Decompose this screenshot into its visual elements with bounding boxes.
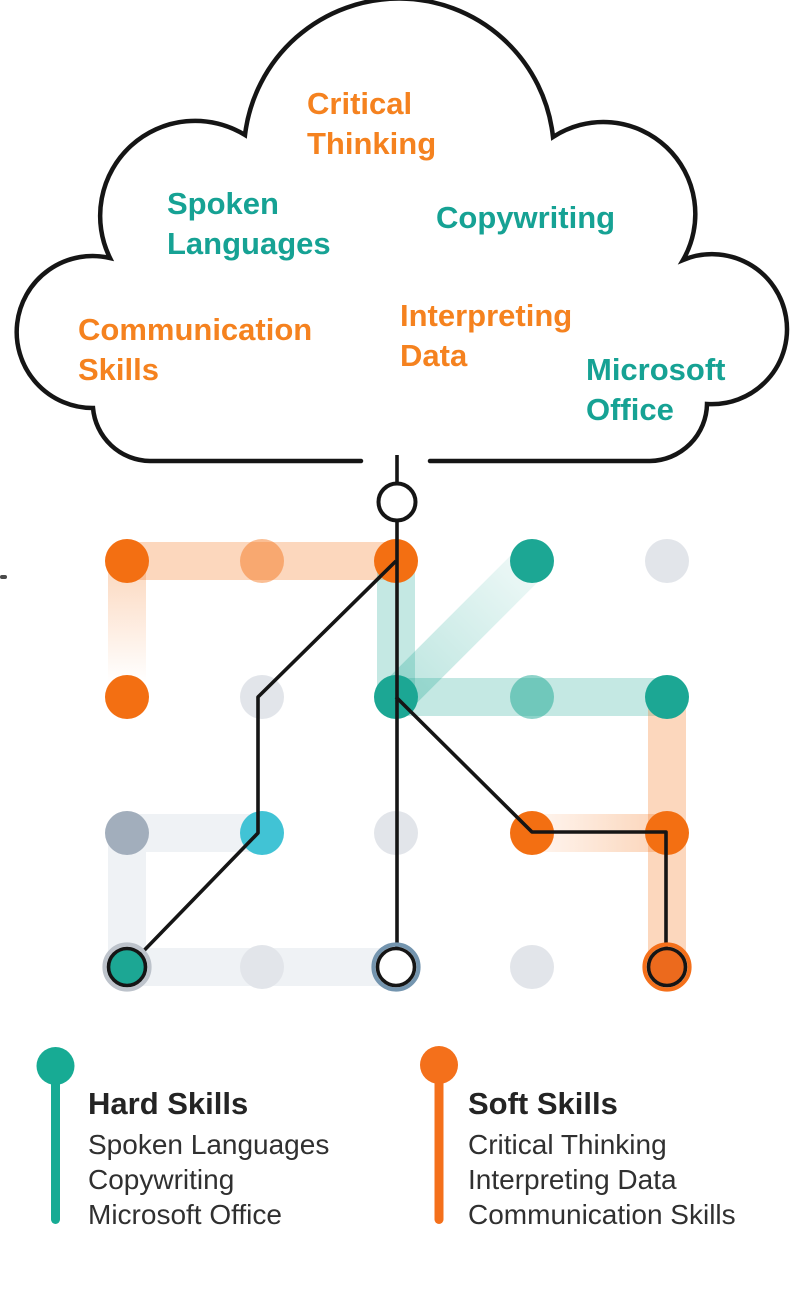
hard-skill-item: Microsoft Office	[88, 1199, 282, 1230]
terminal-halo-terminal_orange	[642, 942, 692, 992]
hard-skills-legend: Hard Skills Spoken Languages Copywriting…	[88, 1086, 329, 1232]
hard-skills-pin	[36, 1047, 75, 1224]
station-dot-orange	[105, 539, 149, 583]
hard-band-diagonal	[377, 542, 551, 716]
station-dot-teal	[645, 675, 689, 719]
connector-lines	[126, 455, 668, 969]
terminal-dots	[102, 942, 692, 992]
hard-skill-item: Spoken Languages	[88, 1129, 330, 1160]
stray-mark	[0, 575, 7, 579]
soft-skill-item: Interpreting Data	[468, 1164, 677, 1195]
cloud-outline	[14, 0, 790, 464]
soft-skill-item: Critical Thinking	[468, 1129, 667, 1160]
terminal-halo-terminal_teal	[102, 942, 152, 992]
terminal-dot-terminal_teal	[106, 946, 148, 988]
connector-right-route	[394, 695, 668, 967]
station-dot-teal	[510, 539, 554, 583]
cloud-skill-copywriting: Copywriting	[436, 200, 616, 235]
cloud-skill-communication-skills: Communication Skills	[78, 312, 313, 387]
hard-skills-title: Hard Skills	[88, 1086, 249, 1121]
soft-skill-item: Communication Skills	[468, 1199, 736, 1230]
terminal-dot-terminal_white	[375, 946, 417, 988]
soft-skills-title: Soft Skills	[468, 1086, 618, 1121]
terminal-halo-terminal_white	[371, 942, 421, 992]
soft-skills-items: Critical Thinking Interpreting Data Comm…	[468, 1127, 736, 1232]
terminal-dot-terminal_orange	[646, 946, 688, 988]
cloud-skill-interpreting-data: Interpreting Data	[400, 298, 573, 373]
station-dot-gray	[645, 539, 689, 583]
station-dot-blue_gray	[105, 811, 149, 855]
station-dot-gray	[240, 945, 284, 989]
cloud-skill-critical-thinking: Critical Thinking	[307, 86, 437, 161]
cloud-skill-microsoft-office: Microsoft Office	[586, 352, 726, 427]
soft-skills-legend: Soft Skills Critical Thinking Interpreti…	[468, 1086, 736, 1232]
station-dot-gray	[240, 675, 284, 719]
start-node	[376, 481, 418, 523]
cloud-skill-spoken-languages: Spoken Languages	[167, 186, 331, 261]
station-dot-orange	[105, 675, 149, 719]
station-dot-gray	[510, 945, 554, 989]
hard-skill-item: Copywriting	[88, 1164, 235, 1195]
station-dot-teal_faded	[510, 675, 554, 719]
station-dot-orange_faded	[240, 539, 284, 583]
soft-skills-pin	[420, 1046, 458, 1224]
station-dot-cyan	[240, 811, 284, 855]
hard-skills-items: Spoken Languages Copywriting Microsoft O…	[88, 1127, 329, 1232]
connector-left-route	[126, 559, 398, 969]
